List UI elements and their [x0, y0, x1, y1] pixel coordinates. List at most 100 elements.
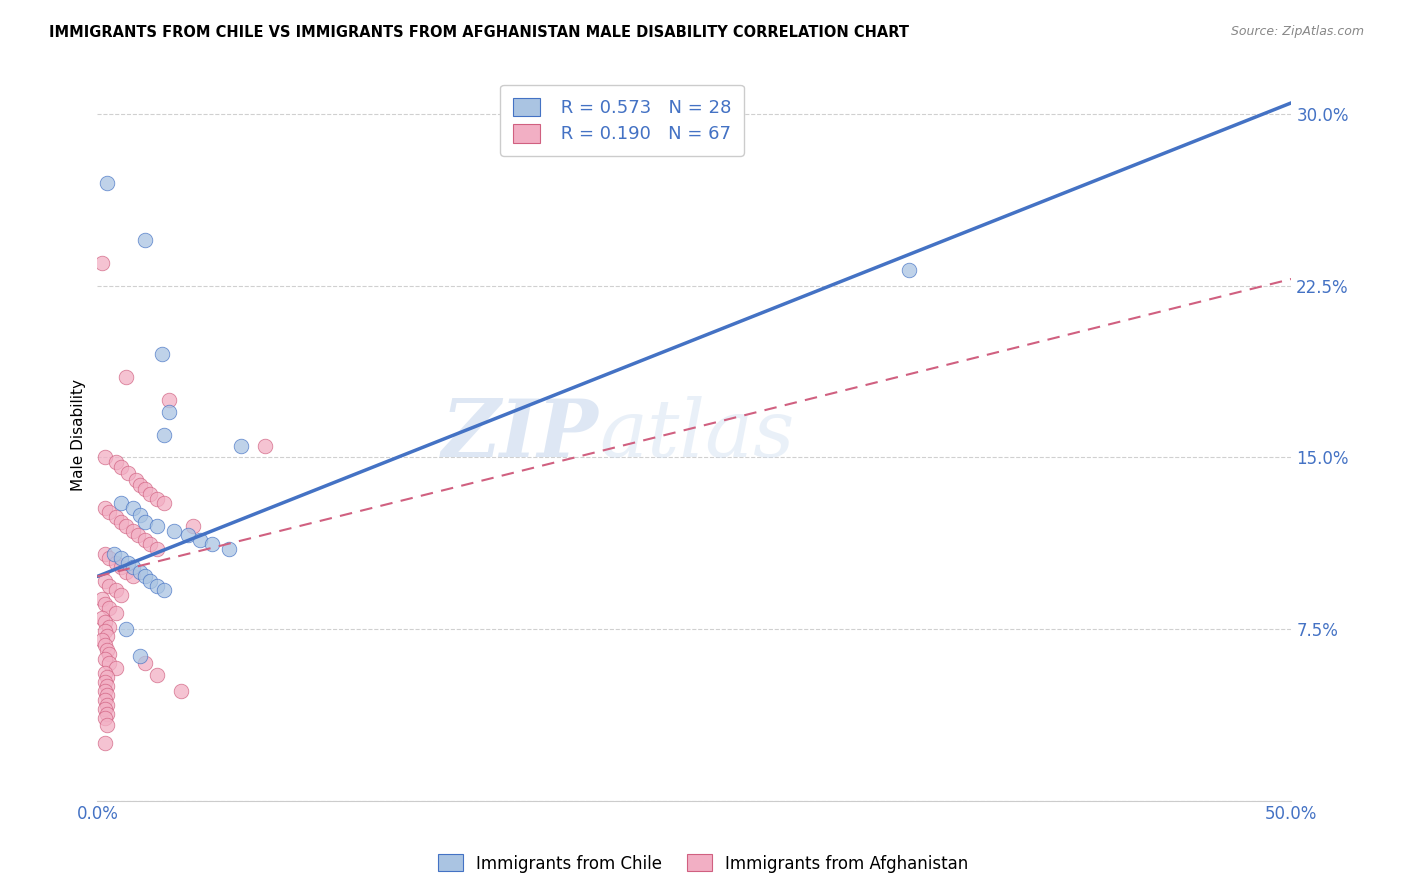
- Point: [122, 500, 145, 515]
- Point: [146, 541, 169, 556]
- Point: [146, 667, 169, 681]
- Point: [146, 519, 169, 533]
- Point: [170, 683, 193, 698]
- Point: [134, 533, 156, 547]
- Point: [96, 642, 118, 657]
- Point: [115, 622, 138, 636]
- Point: [91, 256, 114, 270]
- Point: [93, 693, 115, 707]
- Point: [153, 496, 176, 510]
- Point: [93, 638, 115, 652]
- Point: [218, 541, 240, 556]
- Point: [150, 347, 173, 361]
- Point: [98, 620, 121, 634]
- Point: [201, 537, 224, 551]
- Point: [129, 478, 152, 492]
- Point: [91, 592, 114, 607]
- Text: IMMIGRANTS FROM CHILE VS IMMIGRANTS FROM AFGHANISTAN MALE DISABILITY CORRELATION: IMMIGRANTS FROM CHILE VS IMMIGRANTS FROM…: [49, 25, 910, 40]
- Point: [93, 574, 115, 588]
- Point: [163, 524, 186, 538]
- Point: [134, 483, 156, 497]
- Point: [105, 556, 128, 570]
- Point: [134, 515, 156, 529]
- Point: [134, 657, 156, 671]
- Point: [93, 674, 115, 689]
- Point: [110, 560, 132, 574]
- Point: [153, 583, 176, 598]
- Point: [98, 505, 121, 519]
- Point: [96, 629, 118, 643]
- Point: [96, 706, 118, 721]
- Point: [134, 569, 156, 583]
- Point: [96, 176, 118, 190]
- Point: [253, 439, 276, 453]
- Point: [146, 491, 169, 506]
- Point: [188, 533, 211, 547]
- Point: [98, 601, 121, 615]
- Y-axis label: Male Disability: Male Disability: [72, 378, 86, 491]
- Point: [153, 427, 176, 442]
- Point: [129, 508, 152, 522]
- Point: [110, 551, 132, 566]
- Point: [110, 588, 132, 602]
- Point: [96, 670, 118, 684]
- Point: [96, 718, 118, 732]
- Point: [117, 556, 139, 570]
- Point: [157, 393, 180, 408]
- Point: [105, 661, 128, 675]
- Legend:  R = 0.573   N = 28,  R = 0.190   N = 67: R = 0.573 N = 28, R = 0.190 N = 67: [501, 85, 744, 156]
- Point: [110, 496, 132, 510]
- Point: [122, 560, 145, 574]
- Point: [93, 711, 115, 725]
- Point: [115, 565, 138, 579]
- Point: [177, 528, 200, 542]
- Point: [181, 519, 204, 533]
- Point: [93, 683, 115, 698]
- Point: [110, 515, 132, 529]
- Point: [93, 597, 115, 611]
- Point: [93, 665, 115, 680]
- Point: [115, 370, 138, 384]
- Point: [157, 405, 180, 419]
- Point: [93, 624, 115, 639]
- Text: Source: ZipAtlas.com: Source: ZipAtlas.com: [1230, 25, 1364, 38]
- Point: [122, 569, 145, 583]
- Point: [96, 698, 118, 712]
- Point: [124, 473, 146, 487]
- Point: [105, 510, 128, 524]
- Point: [98, 578, 121, 592]
- Point: [93, 615, 115, 629]
- Point: [129, 565, 152, 579]
- Point: [117, 467, 139, 481]
- Point: [93, 652, 115, 666]
- Point: [146, 578, 169, 592]
- Point: [93, 702, 115, 716]
- Point: [91, 610, 114, 624]
- Point: [98, 657, 121, 671]
- Point: [127, 528, 149, 542]
- Point: [110, 459, 132, 474]
- Text: ZIP: ZIP: [441, 396, 599, 474]
- Text: atlas: atlas: [599, 396, 794, 474]
- Point: [139, 487, 162, 501]
- Point: [91, 633, 114, 648]
- Point: [96, 679, 118, 693]
- Point: [98, 647, 121, 661]
- Point: [93, 547, 115, 561]
- Point: [98, 551, 121, 566]
- Point: [105, 583, 128, 598]
- Point: [96, 689, 118, 703]
- Point: [229, 439, 252, 453]
- Point: [93, 450, 115, 465]
- Point: [134, 233, 156, 247]
- Point: [139, 537, 162, 551]
- Point: [103, 547, 125, 561]
- Point: [898, 263, 921, 277]
- Point: [105, 455, 128, 469]
- Point: [139, 574, 162, 588]
- Point: [129, 649, 152, 664]
- Point: [93, 500, 115, 515]
- Point: [105, 606, 128, 620]
- Point: [115, 519, 138, 533]
- Legend: Immigrants from Chile, Immigrants from Afghanistan: Immigrants from Chile, Immigrants from A…: [430, 847, 976, 880]
